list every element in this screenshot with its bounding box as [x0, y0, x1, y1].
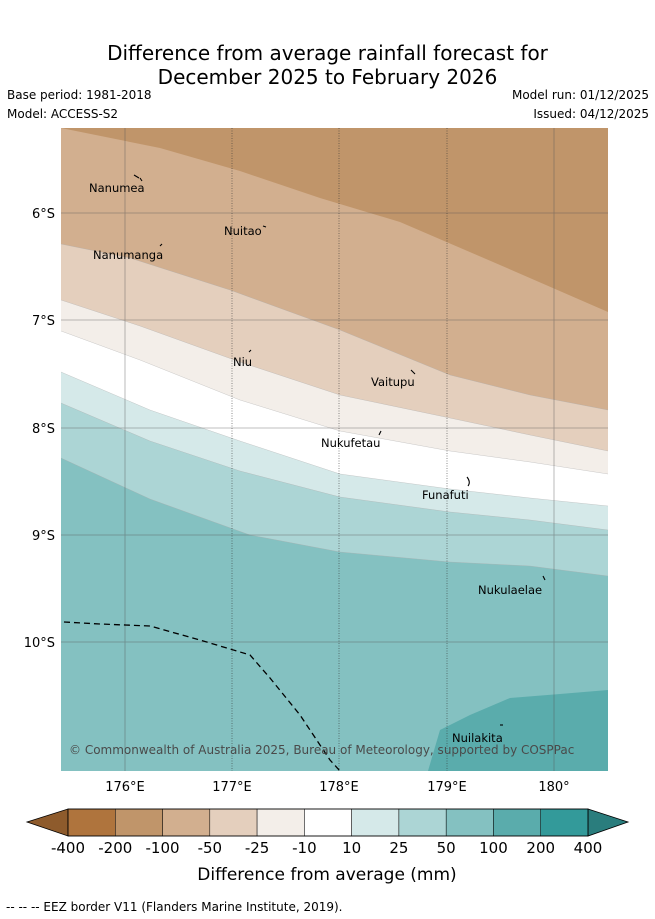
legend-tick-label: -50	[198, 839, 223, 857]
lon-label-180: 180°	[538, 780, 569, 795]
longitude-labels: 176°E 177°E 178°E 179°E 180°	[105, 780, 569, 795]
place-label-nanumea: Nanumea	[89, 181, 145, 195]
legend-swatch	[256, 808, 305, 837]
legend-tick-label: -400	[51, 839, 85, 857]
place-label-niu: Niu	[233, 355, 252, 369]
model-run-date: Model run: 01/12/2025	[511, 88, 649, 102]
lon-label-176e: 176°E	[105, 780, 145, 795]
lon-label-179e: 179°E	[427, 780, 467, 795]
place-label-nuitao: Nuitao	[224, 224, 262, 238]
rainfall-map-area	[61, 128, 608, 771]
lat-label-7s: 7°S	[32, 314, 55, 329]
legend-swatch	[540, 808, 589, 837]
legend-swatch	[162, 808, 211, 837]
lat-label-6s: 6°S	[32, 207, 55, 222]
legend-tick-label: -200	[98, 839, 132, 857]
legend-tick-label: 400	[574, 839, 603, 857]
place-label-nukulaelae: Nukulaelae	[478, 583, 542, 597]
legend-tick-label: 25	[389, 839, 408, 857]
lon-label-177e: 177°E	[212, 780, 252, 795]
eez-border	[63, 621, 341, 771]
legend-tick-label: 100	[479, 839, 508, 857]
legend-label: Difference from average (mm)	[197, 865, 456, 885]
longitude-gridlines	[231, 128, 448, 771]
band-50-100	[61, 458, 608, 771]
legend-tick-label: 50	[437, 839, 456, 857]
legend-tick-label: -100	[146, 839, 180, 857]
latitude-gridlines	[61, 128, 608, 771]
place-label-nuilakita: Nuilakita	[452, 731, 503, 745]
legend-tick-label: 200	[526, 839, 555, 857]
base-period: Base period: 1981-2018	[7, 88, 152, 102]
legend-tick-label: 10	[342, 839, 361, 857]
legend-tick-label: -25	[245, 839, 270, 857]
chart-title-line2: December 2025 to February 2026	[157, 65, 498, 89]
legend-extend-high	[587, 808, 630, 837]
chart-title-line1: Difference from average rainfall forecas…	[107, 41, 548, 65]
lat-label-10s: 10°S	[24, 636, 55, 651]
legend-swatch	[115, 808, 163, 837]
lon-label-178e: 178°E	[319, 780, 359, 795]
place-labels: Nanumea Nuitao Nanumanga Niu Vaitupu Nuk…	[89, 181, 542, 745]
place-label-funafuti: Funafuti	[422, 488, 469, 502]
legend-swatch	[351, 808, 400, 837]
latitude-labels: 6°S 7°S 8°S 9°S 10°S	[24, 207, 55, 651]
legend-swatch	[304, 808, 352, 837]
legend-swatch	[493, 808, 541, 837]
eez-footnote: -- -- -- EEZ border V11 (Flanders Marine…	[6, 900, 343, 914]
issued-date: Issued: 04/12/2025	[533, 107, 649, 121]
lat-label-8s: 8°S	[32, 422, 55, 437]
colour-legend: -400 -200 -100 -50 -25 -10 10 25 50 100 200 400 Dif…	[25, 808, 630, 885]
band-minus-200-minus-100	[61, 128, 608, 312]
legend-swatch	[67, 808, 116, 837]
legend-tick-label: -10	[292, 839, 317, 857]
model-name: Model: ACCESS-S2	[7, 107, 119, 121]
copyright-text: © Commonwealth of Australia 2025, Bureau…	[69, 743, 574, 757]
legend-swatch	[398, 808, 447, 837]
legend-swatch	[209, 808, 258, 837]
legend-swatch	[445, 808, 494, 837]
island-shapes	[133, 174, 546, 726]
place-label-vaitupu: Vaitupu	[371, 375, 415, 389]
legend-extend-low	[25, 808, 69, 837]
band-100-200	[428, 690, 608, 771]
place-label-nukufetau: Nukufetau	[321, 436, 380, 450]
place-label-nanumanga: Nanumanga	[93, 248, 163, 262]
lat-label-9s: 9°S	[32, 529, 55, 544]
